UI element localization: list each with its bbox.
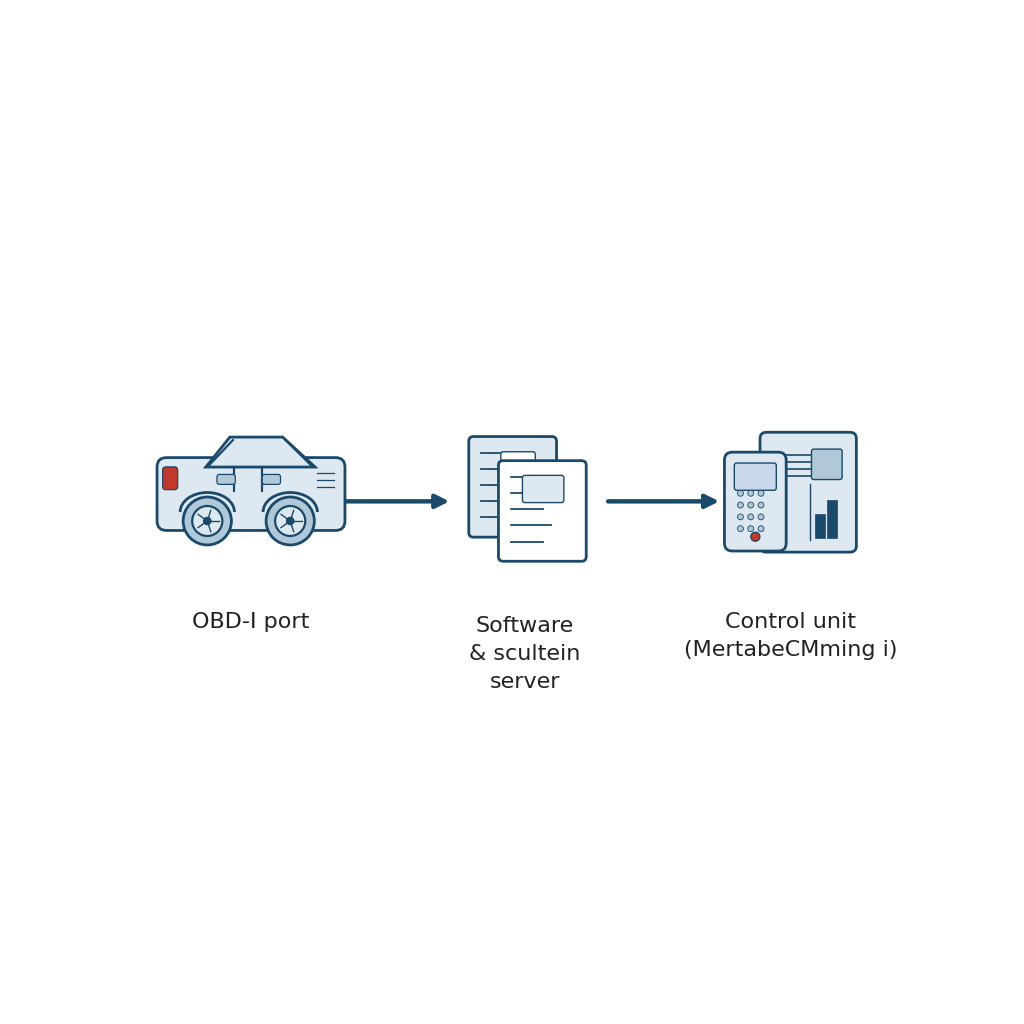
Circle shape [758,490,764,497]
Circle shape [183,497,231,545]
Circle shape [748,514,754,520]
FancyBboxPatch shape [262,474,281,484]
Circle shape [737,514,743,520]
Circle shape [748,525,754,531]
Circle shape [758,514,764,520]
Circle shape [748,502,754,508]
Text: OBD-I port: OBD-I port [193,611,309,632]
FancyBboxPatch shape [217,474,236,484]
Bar [826,501,837,538]
FancyBboxPatch shape [724,453,786,551]
Bar [815,514,824,538]
FancyBboxPatch shape [163,467,177,489]
FancyBboxPatch shape [760,432,856,552]
Circle shape [287,517,294,524]
FancyBboxPatch shape [469,436,557,538]
Text: Control unit
(MertabeCMming i): Control unit (MertabeCMming i) [684,611,897,659]
Circle shape [737,525,743,531]
Circle shape [758,525,764,531]
FancyBboxPatch shape [522,475,564,503]
Circle shape [204,517,211,524]
Circle shape [751,532,760,542]
Circle shape [275,506,305,536]
FancyBboxPatch shape [501,452,536,477]
Circle shape [737,490,743,497]
Circle shape [737,502,743,508]
Circle shape [266,497,314,545]
Text: Software
& scultein
server: Software & scultein server [469,615,581,691]
FancyBboxPatch shape [499,461,586,561]
FancyBboxPatch shape [811,450,842,479]
Polygon shape [206,437,315,467]
Circle shape [193,506,222,536]
Circle shape [748,490,754,497]
FancyBboxPatch shape [734,463,776,490]
Circle shape [758,502,764,508]
FancyBboxPatch shape [157,458,345,530]
